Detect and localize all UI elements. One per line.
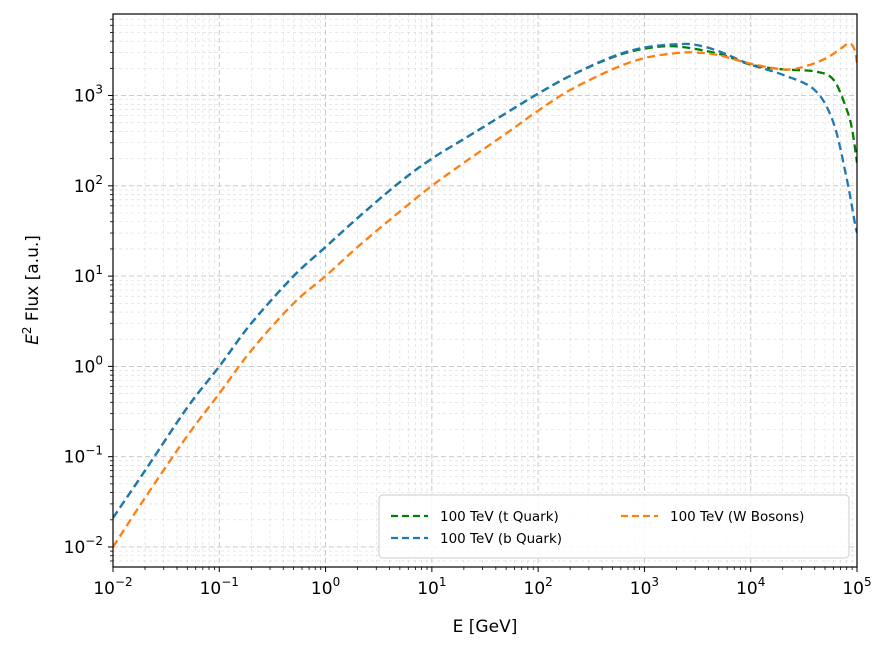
x-tick-label: 101: [417, 575, 446, 599]
y-tick-label-exp: 1: [95, 263, 103, 277]
x-tick-label-base: 10: [630, 579, 652, 599]
y-tick-label: 10−1: [64, 444, 103, 468]
x-tick-label-base: 10: [417, 579, 439, 599]
x-tick-label: 103: [630, 575, 659, 599]
x-tick-label: 10−2: [93, 575, 132, 599]
y-tick-label-exp: 3: [95, 83, 103, 97]
grid-minor: [113, 14, 857, 567]
y-tick-label: 10−2: [64, 534, 103, 558]
y-tick-label-exp: −1: [85, 444, 103, 458]
x-tick-label-exp: 5: [864, 575, 872, 589]
x-tick-label: 104: [736, 575, 765, 599]
plot-frame: [112, 13, 858, 568]
y-tick-label-base: 10: [64, 448, 86, 468]
series-layer: [113, 42, 857, 548]
x-tick-label-exp: 4: [758, 575, 766, 589]
y-tick-label-exp: 2: [95, 173, 103, 187]
y-tick-label-exp: −2: [85, 534, 103, 548]
y-tick-label: 103: [74, 83, 103, 107]
x-tick-label-base: 10: [842, 579, 864, 599]
x-axis-title: E [GeV]: [453, 617, 518, 637]
series-line-w-bosons: [113, 42, 857, 548]
y-tick-label-base: 10: [64, 538, 86, 558]
x-tick-label-base: 10: [200, 579, 222, 599]
legend: 100 TeV (t Quark) 100 TeV (b Quark) 100 …: [378, 494, 850, 559]
y-axis-title-sup: 2: [20, 327, 34, 335]
series-line-b-quark: [113, 42, 857, 519]
x-tick-label-exp: 0: [333, 575, 341, 589]
x-tick-label-base: 10: [93, 579, 115, 599]
legend-label-t-quark: 100 TeV (t Quark): [440, 509, 559, 525]
x-tick-label-exp: 2: [545, 575, 553, 589]
y-tick-label-base: 10: [74, 267, 96, 287]
x-tick-label-base: 10: [524, 579, 546, 599]
y-tick-label: 100: [74, 353, 103, 377]
ticks-layer: [108, 18, 858, 572]
y-axis-title: E2 Flux [a.u.]: [20, 235, 43, 345]
x-tick-label: 100: [311, 575, 340, 599]
y-tick-label-exp: 0: [95, 353, 103, 367]
x-tick-labels: 10−2 10−1 100 101 102 103 104 105: [93, 575, 871, 599]
y-axis-title-base: E: [23, 334, 43, 345]
y-axis-title-rest: Flux [a.u.]: [23, 235, 43, 326]
y-tick-label: 102: [74, 173, 103, 197]
x-tick-label-exp: −1: [221, 575, 239, 589]
x-tick-label-exp: −2: [115, 575, 133, 589]
legend-box: [378, 494, 850, 559]
legend-label-w-bosons: 100 TeV (W Bosons): [670, 509, 804, 525]
x-tick-label-base: 10: [736, 579, 758, 599]
x-tick-label-exp: 3: [651, 575, 659, 589]
legend-label-b-quark: 100 TeV (b Quark): [440, 531, 562, 547]
y-tick-label-base: 10: [74, 177, 96, 197]
x-tick-label: 105: [842, 575, 871, 599]
x-tick-label: 10−1: [200, 575, 239, 599]
x-tick-label-base: 10: [311, 579, 333, 599]
y-tick-label-base: 10: [74, 87, 96, 107]
x-tick-label-exp: 1: [439, 575, 447, 589]
y-tick-label-base: 10: [74, 357, 96, 377]
x-tick-label: 102: [524, 575, 553, 599]
y-tick-label: 101: [74, 263, 103, 287]
